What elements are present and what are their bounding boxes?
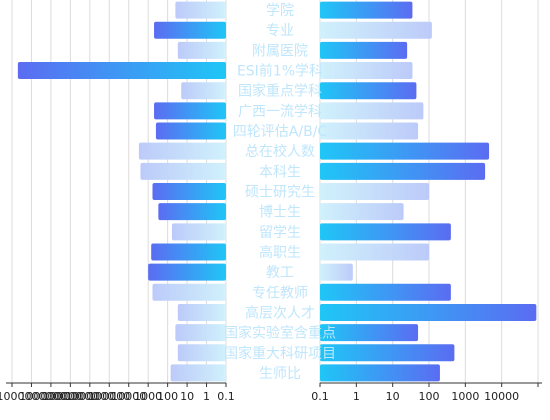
left-bar [152,183,226,200]
right-bar [320,183,429,200]
right-bar [320,1,413,19]
right-bar [320,344,455,362]
category-label: 硕士研究生 [245,185,315,201]
left-bar [170,364,226,382]
right-bar [320,364,440,382]
category-label: 留学生 [259,225,301,241]
left-bar [154,21,226,39]
left-bar [175,1,226,19]
left-tick-label: 100 [157,390,178,403]
left-bar [140,162,226,180]
left-tick-label: 10 [180,390,194,403]
category-label: 教工 [266,265,294,281]
category-label: 高职生 [259,244,301,261]
category-label: ESI前1%学科 [237,63,323,80]
right-bar [320,283,451,301]
left-tick-label: 10000000 [42,390,98,403]
left-tick-label: 1000000 [65,390,114,403]
right-bar [320,324,419,342]
left-bar [17,62,227,80]
category-label: 广西一流学科 [238,104,322,120]
right-tick-label: 1000 [451,390,479,403]
right-bar [320,203,404,221]
category-label: 四轮评估A/B/C [233,124,328,140]
right-tick-label: 1 [353,390,360,403]
left-bar [138,142,226,160]
right-tick-label: 10 [386,390,400,403]
left-tick-label: 1000000000 [0,390,66,403]
left-bar [181,82,226,100]
left-tick-label: 1 [203,390,210,403]
left-tick-label: 10000 [111,390,146,403]
bar-layer [17,1,537,382]
right-bar [320,223,451,241]
right-bar [320,303,537,321]
category-label: 国家重点学科 [238,83,322,100]
right-bar [320,41,408,59]
right-tick-label: 100 [419,390,440,403]
left-tick-label: 0.1 [217,390,235,403]
left-tick-label: 100000000 [19,390,82,403]
left-tick-label: 1000 [134,390,162,403]
right-bar [320,62,413,80]
left-bar [175,324,226,342]
category-label: 博士生 [259,204,301,221]
category-label: 专业 [266,23,294,39]
left-bar [148,263,226,281]
left-bar [152,283,226,301]
left-bar [155,122,226,140]
right-tick-label: 0.1 [311,390,329,403]
right-bar [320,263,353,281]
category-label: 国家重大科研项目 [224,345,336,362]
right-bar [320,142,490,160]
left-bar [158,203,226,221]
category-label: 学院 [266,3,294,19]
category-label: 本科生 [259,164,301,180]
right-bar [320,122,419,140]
category-label: 专任教师 [252,285,308,301]
right-bar [320,243,429,261]
left-bar [154,102,226,120]
left-tick-label: 100000 [88,390,130,403]
category-label: 生师比 [259,366,301,382]
category-label: 附属医院 [252,43,308,59]
right-bar [320,102,424,120]
right-tick-label: 10000 [484,390,519,403]
category-label: 高层次人才 [245,304,315,321]
category-label: 总在校人数 [245,143,315,160]
left-bar [177,41,226,59]
right-bar [320,82,417,100]
left-bar [177,344,226,362]
right-bar [320,162,486,180]
right-bar [320,21,432,39]
left-bar [151,243,226,261]
left-bar [177,303,226,321]
category-label: 国家实验室含重点 [224,325,336,342]
axis-layer: 1000000000100000000100000001000000100000… [0,382,542,403]
left-bar [171,223,226,241]
